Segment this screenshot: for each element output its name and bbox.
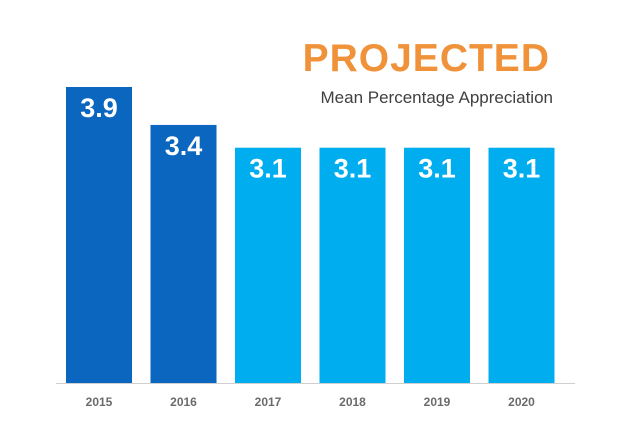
bar-value-label-2016: 3.4 (165, 131, 203, 161)
x-tick-label-2020: 2020 (508, 395, 535, 409)
chart-title: PROJECTED (302, 37, 550, 80)
x-tick-label-2015: 2015 (86, 395, 113, 409)
chart-subtitle: Mean Percentage Appreciation (320, 88, 554, 107)
x-tick-label-2017: 2017 (255, 395, 282, 409)
bar-value-label-2015: 3.9 (80, 93, 118, 123)
bar-2015 (66, 87, 132, 383)
bar-2020 (488, 147, 555, 383)
bar-value-label-2020: 3.1 (503, 154, 541, 184)
bar-value-label-2018: 3.1 (334, 154, 372, 184)
bar-2017 (235, 147, 301, 383)
bar-value-label-2019: 3.1 (418, 154, 456, 184)
x-tick-label-2019: 2019 (424, 395, 451, 409)
bar-2016 (150, 124, 217, 383)
bar-2019 (404, 147, 470, 383)
bar-2018 (319, 147, 386, 383)
x-tick-label-2018: 2018 (339, 395, 366, 409)
x-tick-label-2016: 2016 (170, 395, 197, 409)
bar-value-label-2017: 3.1 (249, 154, 287, 184)
